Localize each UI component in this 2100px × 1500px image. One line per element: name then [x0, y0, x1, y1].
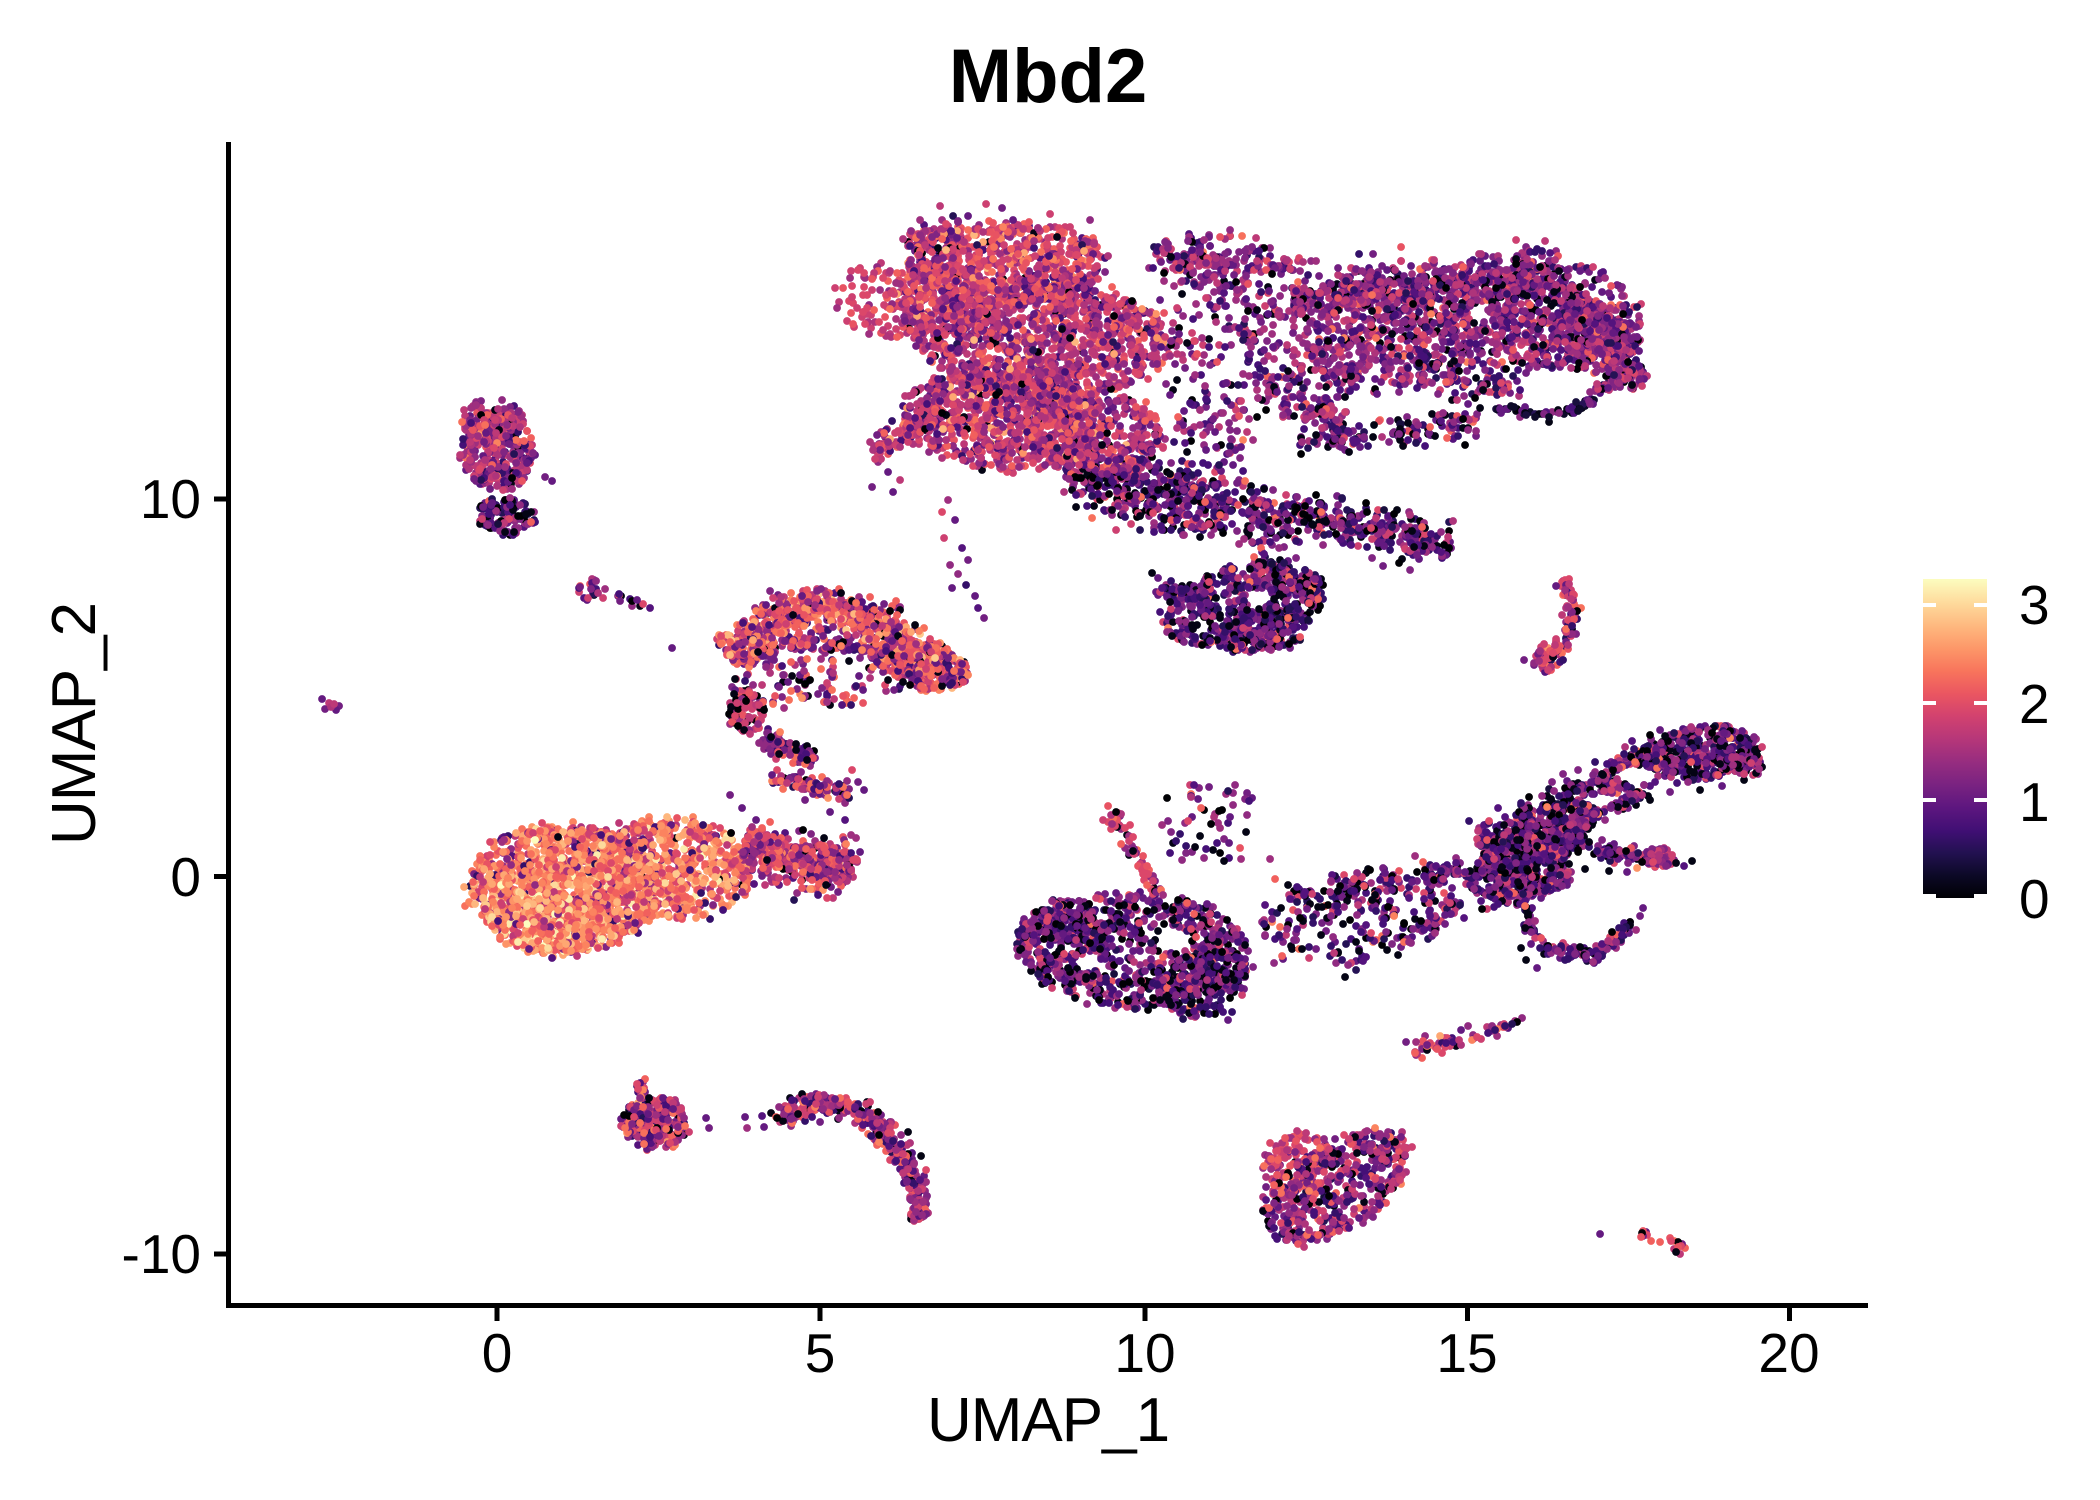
svg-text:5: 5: [805, 1322, 836, 1384]
svg-text:-10: -10: [122, 1223, 202, 1285]
svg-text:1: 1: [2019, 771, 2050, 833]
svg-text:Mbd2: Mbd2: [949, 34, 1147, 119]
svg-text:0: 0: [170, 846, 201, 908]
svg-text:0: 0: [2019, 868, 2050, 930]
svg-text:15: 15: [1436, 1322, 1497, 1384]
svg-text:3: 3: [2019, 574, 2050, 636]
svg-text:10: 10: [140, 468, 201, 530]
svg-text:20: 20: [1758, 1322, 1819, 1384]
svg-text:10: 10: [1114, 1322, 1175, 1384]
svg-text:0: 0: [482, 1322, 513, 1384]
svg-text:UMAP_2: UMAP_2: [40, 603, 109, 845]
svg-text:2: 2: [2019, 673, 2050, 735]
svg-text:UMAP_1: UMAP_1: [927, 1386, 1169, 1455]
